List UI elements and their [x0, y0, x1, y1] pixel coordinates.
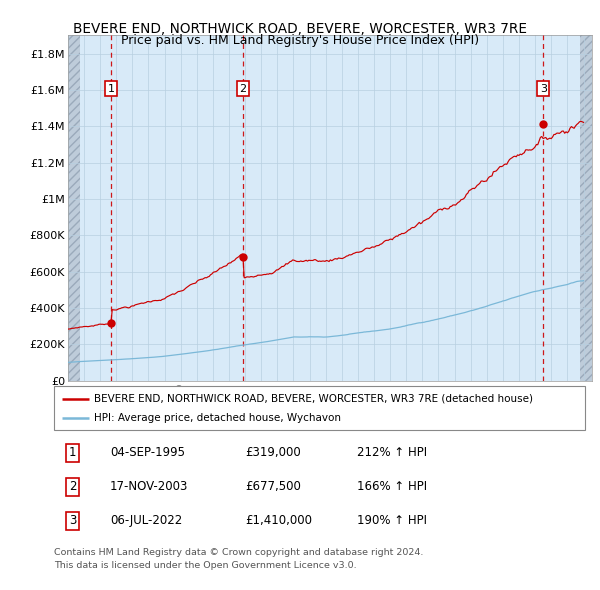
Text: Price paid vs. HM Land Registry's House Price Index (HPI): Price paid vs. HM Land Registry's House …: [121, 34, 479, 47]
Text: BEVERE END, NORTHWICK ROAD, BEVERE, WORCESTER, WR3 7RE (detached house): BEVERE END, NORTHWICK ROAD, BEVERE, WORC…: [94, 394, 533, 404]
Text: £677,500: £677,500: [245, 480, 301, 493]
Text: 17-NOV-2003: 17-NOV-2003: [110, 480, 188, 493]
FancyBboxPatch shape: [54, 386, 585, 430]
Text: 190% ↑ HPI: 190% ↑ HPI: [356, 514, 427, 527]
Text: 212% ↑ HPI: 212% ↑ HPI: [356, 446, 427, 459]
Text: HPI: Average price, detached house, Wychavon: HPI: Average price, detached house, Wych…: [94, 414, 341, 423]
Text: Contains HM Land Registry data © Crown copyright and database right 2024.: Contains HM Land Registry data © Crown c…: [54, 548, 424, 556]
Text: This data is licensed under the Open Government Licence v3.0.: This data is licensed under the Open Gov…: [54, 560, 356, 569]
Text: 04-SEP-1995: 04-SEP-1995: [110, 446, 185, 459]
Text: 2: 2: [239, 84, 247, 94]
Text: £1,410,000: £1,410,000: [245, 514, 312, 527]
Text: 3: 3: [69, 514, 76, 527]
Text: BEVERE END, NORTHWICK ROAD, BEVERE, WORCESTER, WR3 7RE: BEVERE END, NORTHWICK ROAD, BEVERE, WORC…: [73, 22, 527, 36]
Text: 1: 1: [107, 84, 115, 94]
Text: 06-JUL-2022: 06-JUL-2022: [110, 514, 182, 527]
Text: 1: 1: [69, 446, 76, 459]
Text: 166% ↑ HPI: 166% ↑ HPI: [356, 480, 427, 493]
Bar: [580, 35, 596, 381]
Text: 3: 3: [540, 84, 547, 94]
Bar: [68, 35, 80, 381]
Text: £319,000: £319,000: [245, 446, 301, 459]
Text: 2: 2: [69, 480, 76, 493]
